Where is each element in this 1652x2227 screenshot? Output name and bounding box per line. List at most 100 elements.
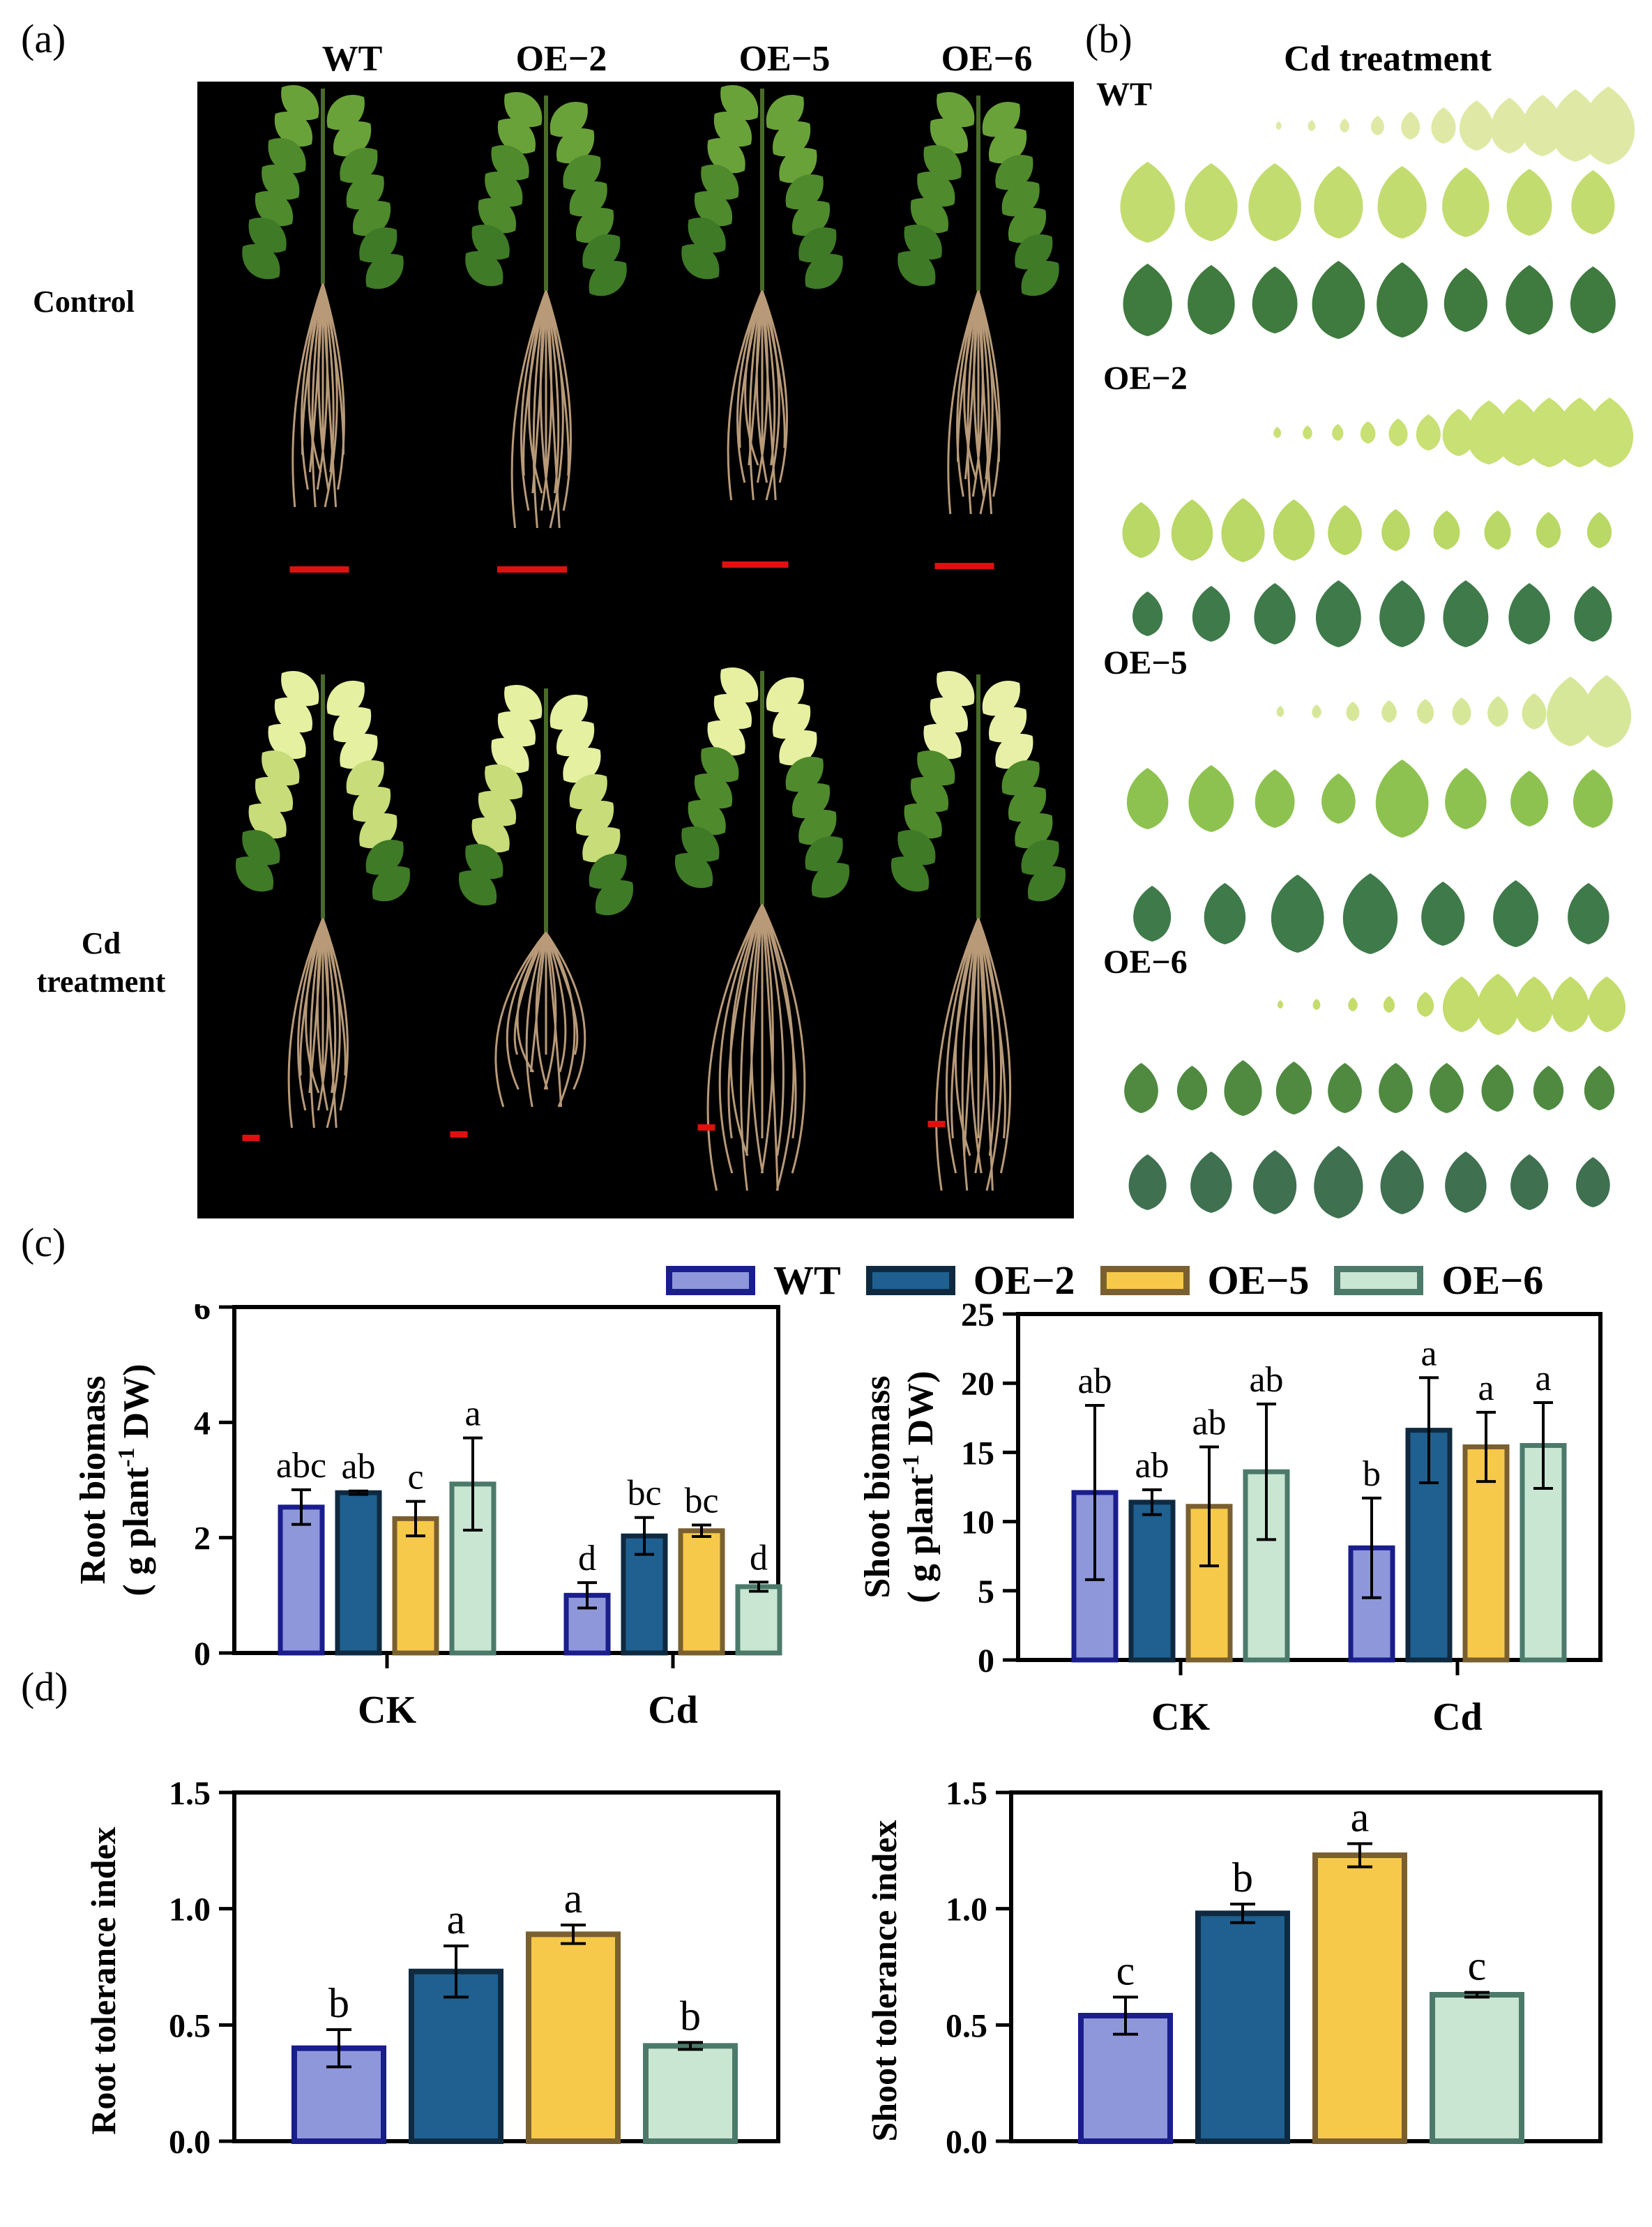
plant-leaf <box>805 836 843 872</box>
leaf <box>1586 512 1612 548</box>
y-tick-label: 0.0 <box>169 2124 211 2161</box>
legend-swatch-oe5 <box>1100 1265 1190 1295</box>
plant-leaf <box>556 128 595 164</box>
plant-root <box>321 918 341 1128</box>
plant-leaf <box>575 207 614 243</box>
leaf <box>1487 696 1508 727</box>
plant-leaf <box>359 813 397 849</box>
plant-root <box>321 283 345 490</box>
plant-root <box>287 918 324 1128</box>
plant-leaf <box>910 776 949 813</box>
legend-swatch-oe2 <box>865 1265 955 1295</box>
plant-leaf <box>681 243 720 280</box>
leaf <box>1570 266 1616 333</box>
plant-leaf <box>766 94 804 130</box>
leaf-group-label-oe6: OE−6 <box>1103 944 1188 981</box>
plant-photograph <box>197 82 1074 1218</box>
plant-leaf <box>694 190 733 227</box>
leaf <box>1185 163 1238 241</box>
plant-leaf <box>471 224 510 260</box>
significance-letter: bc <box>684 1481 718 1520</box>
leaf <box>1132 591 1163 636</box>
leaf <box>1536 512 1561 548</box>
plant-root <box>513 932 547 1055</box>
plant-leaf <box>937 91 975 128</box>
leaf <box>1510 771 1549 826</box>
plant-leaf <box>930 697 968 733</box>
plant-root <box>745 904 764 1156</box>
leaf <box>1360 421 1376 444</box>
x-tick-label: CK <box>358 1689 416 1732</box>
legend-item-oe2: OE−2 <box>865 1257 1075 1304</box>
plant-leaf <box>235 856 274 892</box>
leaf <box>1253 1150 1297 1214</box>
plant-leaf <box>268 137 306 174</box>
y-axis-label-line2: ( g plant-1 DW) <box>898 1371 941 1603</box>
plant-leaf <box>333 707 372 743</box>
plant-root <box>321 918 338 1128</box>
significance-letter: c <box>407 1458 423 1497</box>
plant-leaf <box>779 730 817 766</box>
plant-root <box>540 290 553 511</box>
plant-cd-oe5 <box>674 667 850 1191</box>
plant-leaf <box>326 680 365 716</box>
plant-leaf <box>346 760 384 796</box>
legend-label-wt: WT <box>773 1258 841 1303</box>
plant-root <box>529 932 547 1073</box>
leaf <box>1431 107 1456 144</box>
y-tick-label: 5 <box>978 1573 994 1610</box>
leaf <box>1381 509 1410 551</box>
leaf <box>1190 1152 1232 1213</box>
leaf <box>1571 170 1615 234</box>
x-tick-label: Cd <box>1432 1696 1483 1739</box>
plant-leaf <box>674 852 713 889</box>
leaf <box>1416 414 1441 451</box>
plant-leaf <box>897 250 936 287</box>
plant-root <box>316 918 329 1111</box>
leaf <box>1370 116 1384 135</box>
y-axis-label-text: Shoot tolerance index <box>865 1820 904 2141</box>
leaf <box>1188 265 1235 335</box>
leaf <box>1481 1064 1514 1112</box>
leaf <box>1276 706 1285 717</box>
leaf <box>1328 505 1362 555</box>
plant-root <box>510 290 547 529</box>
plant-cd-oe6 <box>891 670 1066 1191</box>
leaf <box>1123 264 1172 336</box>
y-tick-label: 1.0 <box>169 1892 211 1928</box>
leaf <box>1314 1146 1363 1218</box>
plant-leaf <box>333 121 372 157</box>
plant-root <box>740 904 764 1191</box>
leaf <box>1452 697 1471 725</box>
legend-swatch-oe6 <box>1334 1265 1424 1295</box>
legend: WT OE−2 OE−5 OE−6 <box>666 1257 1568 1304</box>
significance-letter: a <box>1535 1359 1551 1398</box>
plant-leaf <box>346 174 384 210</box>
scale-bar <box>927 1121 946 1127</box>
plant-leaf <box>937 670 975 707</box>
leaf <box>1342 873 1398 954</box>
plant-leaf <box>504 91 543 128</box>
plant-leaf <box>497 711 536 747</box>
legend-item-oe6: OE−6 <box>1334 1257 1543 1304</box>
y-tick-label: 15 <box>961 1435 994 1472</box>
plant-root <box>761 904 795 1191</box>
plant-root <box>935 918 980 1191</box>
plant-leaf <box>569 773 607 810</box>
bar <box>278 1504 325 1656</box>
leaf <box>1401 112 1420 139</box>
plant-root <box>706 904 764 1191</box>
plant-root <box>532 290 547 529</box>
plant-leaf <box>694 773 733 809</box>
plant-root <box>957 290 980 462</box>
leaf <box>1433 511 1460 550</box>
plant-root <box>977 290 990 480</box>
plant-root <box>291 283 324 508</box>
significance-letter: ab <box>341 1447 375 1487</box>
plant-leaf <box>701 746 739 783</box>
plant-root <box>964 290 980 480</box>
plant-root <box>977 918 1003 1191</box>
significance-letter: c <box>1468 1943 1487 1989</box>
y-tick-label: 1.5 <box>946 1775 987 1812</box>
significance-letter: a <box>447 1896 466 1942</box>
